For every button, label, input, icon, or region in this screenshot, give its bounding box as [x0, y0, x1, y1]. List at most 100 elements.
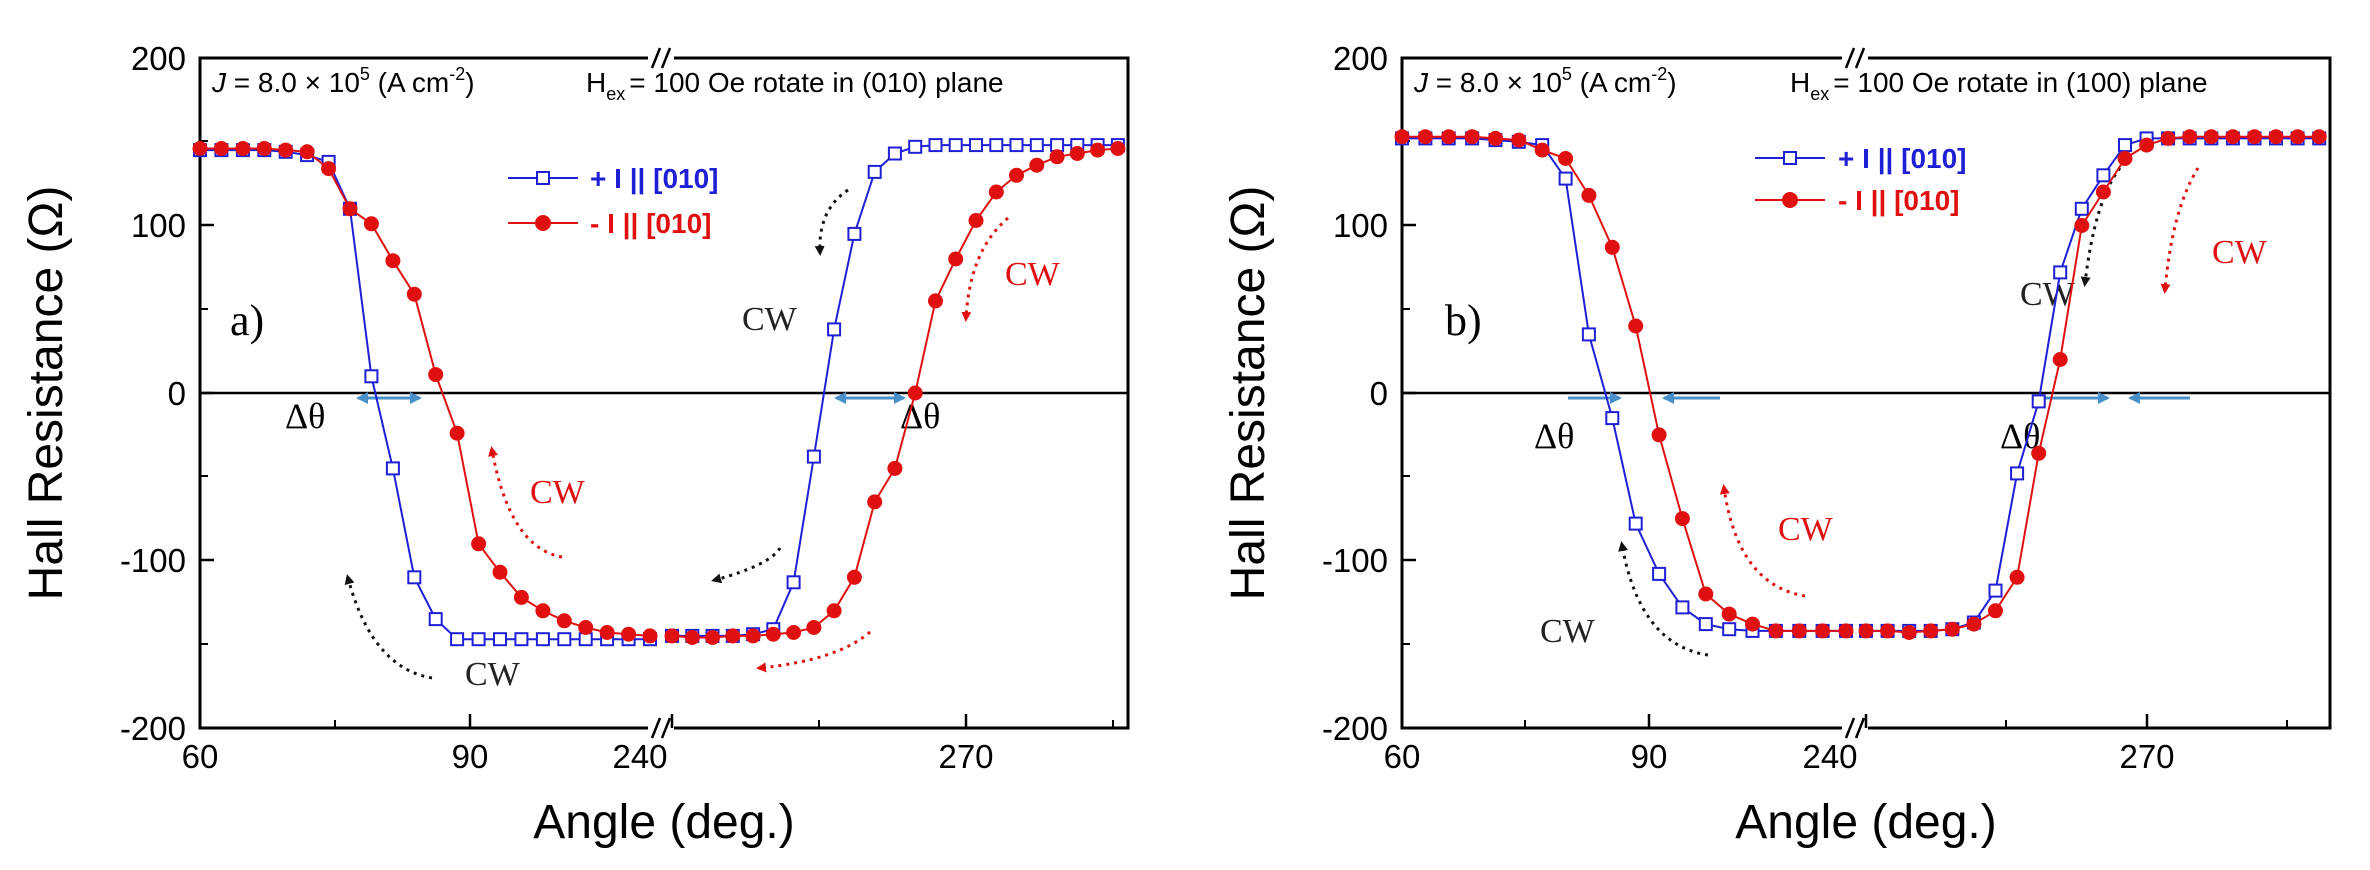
x-tick-label: 90	[1631, 738, 1668, 775]
legend-label-plus: + I || [010]	[590, 163, 719, 194]
x-tick-label: 270	[938, 738, 993, 775]
series-line	[200, 147, 651, 637]
data-point	[1628, 318, 1644, 334]
data-point	[557, 632, 572, 647]
delta-theta-label: Δθ	[1534, 416, 1574, 456]
data-point	[278, 142, 294, 158]
cw-label: CW	[465, 656, 521, 693]
data-point	[213, 141, 229, 156]
cw-arrow	[344, 574, 433, 680]
data-point	[827, 322, 842, 337]
series-line	[672, 144, 1118, 637]
axis-break-top	[1842, 47, 1868, 69]
data-point	[2009, 569, 2025, 585]
data-point	[493, 632, 507, 647]
data-point	[556, 613, 572, 629]
x-axis-ticks	[198, 714, 1114, 728]
data-point	[492, 564, 508, 580]
y-axis-ticks	[200, 56, 214, 730]
cw-arrow	[488, 446, 563, 559]
data-point	[1009, 138, 1024, 153]
data-point	[948, 251, 964, 267]
y-tick-label: 100	[1333, 207, 1388, 244]
data-point	[1464, 129, 1480, 145]
data-point	[1604, 239, 1620, 255]
data-point	[450, 632, 465, 647]
data-point	[513, 589, 529, 605]
data-point	[948, 138, 963, 153]
cw-arrow	[1719, 484, 1806, 598]
data-point	[1651, 427, 1667, 443]
delta-theta-label: Δθ	[285, 396, 325, 436]
data-point	[1923, 623, 1939, 639]
data-point	[2074, 218, 2090, 233]
y-axis-label: Hall Resistance (Ω)	[20, 186, 73, 601]
data-point	[1417, 129, 1433, 145]
legend-marker-square	[1783, 151, 1797, 165]
x-tick-label: 240	[612, 738, 667, 775]
data-point	[1029, 157, 1045, 173]
annotation-field: Hex = 100 Oe rotate in (010) plane	[586, 67, 1004, 104]
data-point	[1049, 149, 1065, 165]
legend-label-minus: - I || [010]	[590, 208, 711, 239]
y-tick-label: 100	[131, 207, 186, 244]
data-point	[2010, 466, 2025, 481]
data-point	[514, 632, 529, 647]
data-point	[786, 575, 801, 590]
data-point	[1988, 583, 2003, 598]
legend-label-plus: + I || [010]	[1838, 143, 1967, 174]
data-point	[2095, 184, 2111, 200]
cw-arrow	[2160, 167, 2200, 294]
cw-label: CW	[530, 474, 586, 511]
data-point	[745, 628, 761, 644]
data-point	[826, 603, 842, 619]
data-point	[299, 144, 315, 160]
data-point	[1441, 129, 1457, 145]
legend-label-minus: - I || [010]	[1838, 185, 1959, 216]
data-point	[1511, 132, 1527, 148]
y-tick-label: 0	[1370, 375, 1388, 412]
data-point	[1858, 623, 1874, 639]
series-group	[1394, 129, 2327, 640]
data-point	[1901, 625, 1917, 640]
data-point	[968, 213, 984, 228]
data-point	[1674, 511, 1690, 527]
chart-panel-a: 200 100 0 -100 -200 60 90 240 270 Angle …	[20, 40, 1130, 849]
data-point	[1966, 616, 1982, 632]
data-point	[1628, 516, 1643, 531]
panel-label: a)	[230, 296, 264, 345]
data-point	[535, 632, 550, 647]
data-point	[2203, 129, 2219, 145]
data-point	[1394, 129, 1410, 145]
delta-theta-label: Δθ	[900, 396, 940, 436]
x-axis-label: Angle (deg.)	[533, 796, 795, 849]
data-point	[969, 138, 983, 153]
cw-label: CW	[1005, 256, 1061, 293]
x-tick-label: 270	[2119, 738, 2174, 775]
axis-break-bottom	[1842, 717, 1868, 739]
data-point	[471, 536, 487, 552]
data-point	[1675, 600, 1690, 615]
data-point	[1110, 141, 1126, 156]
data-point	[235, 141, 251, 156]
x-axis-label: Angle (deg.)	[1735, 796, 1997, 849]
data-point	[2139, 137, 2155, 153]
cw-arrow	[1618, 541, 1709, 657]
data-point	[1815, 623, 1831, 639]
data-point	[1988, 603, 2003, 619]
data-point	[988, 184, 1004, 200]
data-point	[664, 628, 680, 644]
data-point	[847, 226, 862, 241]
data-point	[321, 161, 337, 177]
axis-break-bottom	[648, 717, 674, 739]
data-point	[385, 461, 400, 476]
data-point	[786, 625, 802, 640]
annotation-field: Hex = 100 Oe rotate in (100) plane	[1790, 67, 2208, 104]
data-point	[2074, 201, 2089, 216]
data-point	[621, 626, 637, 642]
data-point	[2290, 129, 2306, 145]
data-point	[2182, 129, 2198, 145]
data-point	[2247, 129, 2262, 145]
data-point	[2031, 445, 2047, 461]
y-axis-label: Hall Resistance (Ω)	[1222, 186, 1275, 601]
